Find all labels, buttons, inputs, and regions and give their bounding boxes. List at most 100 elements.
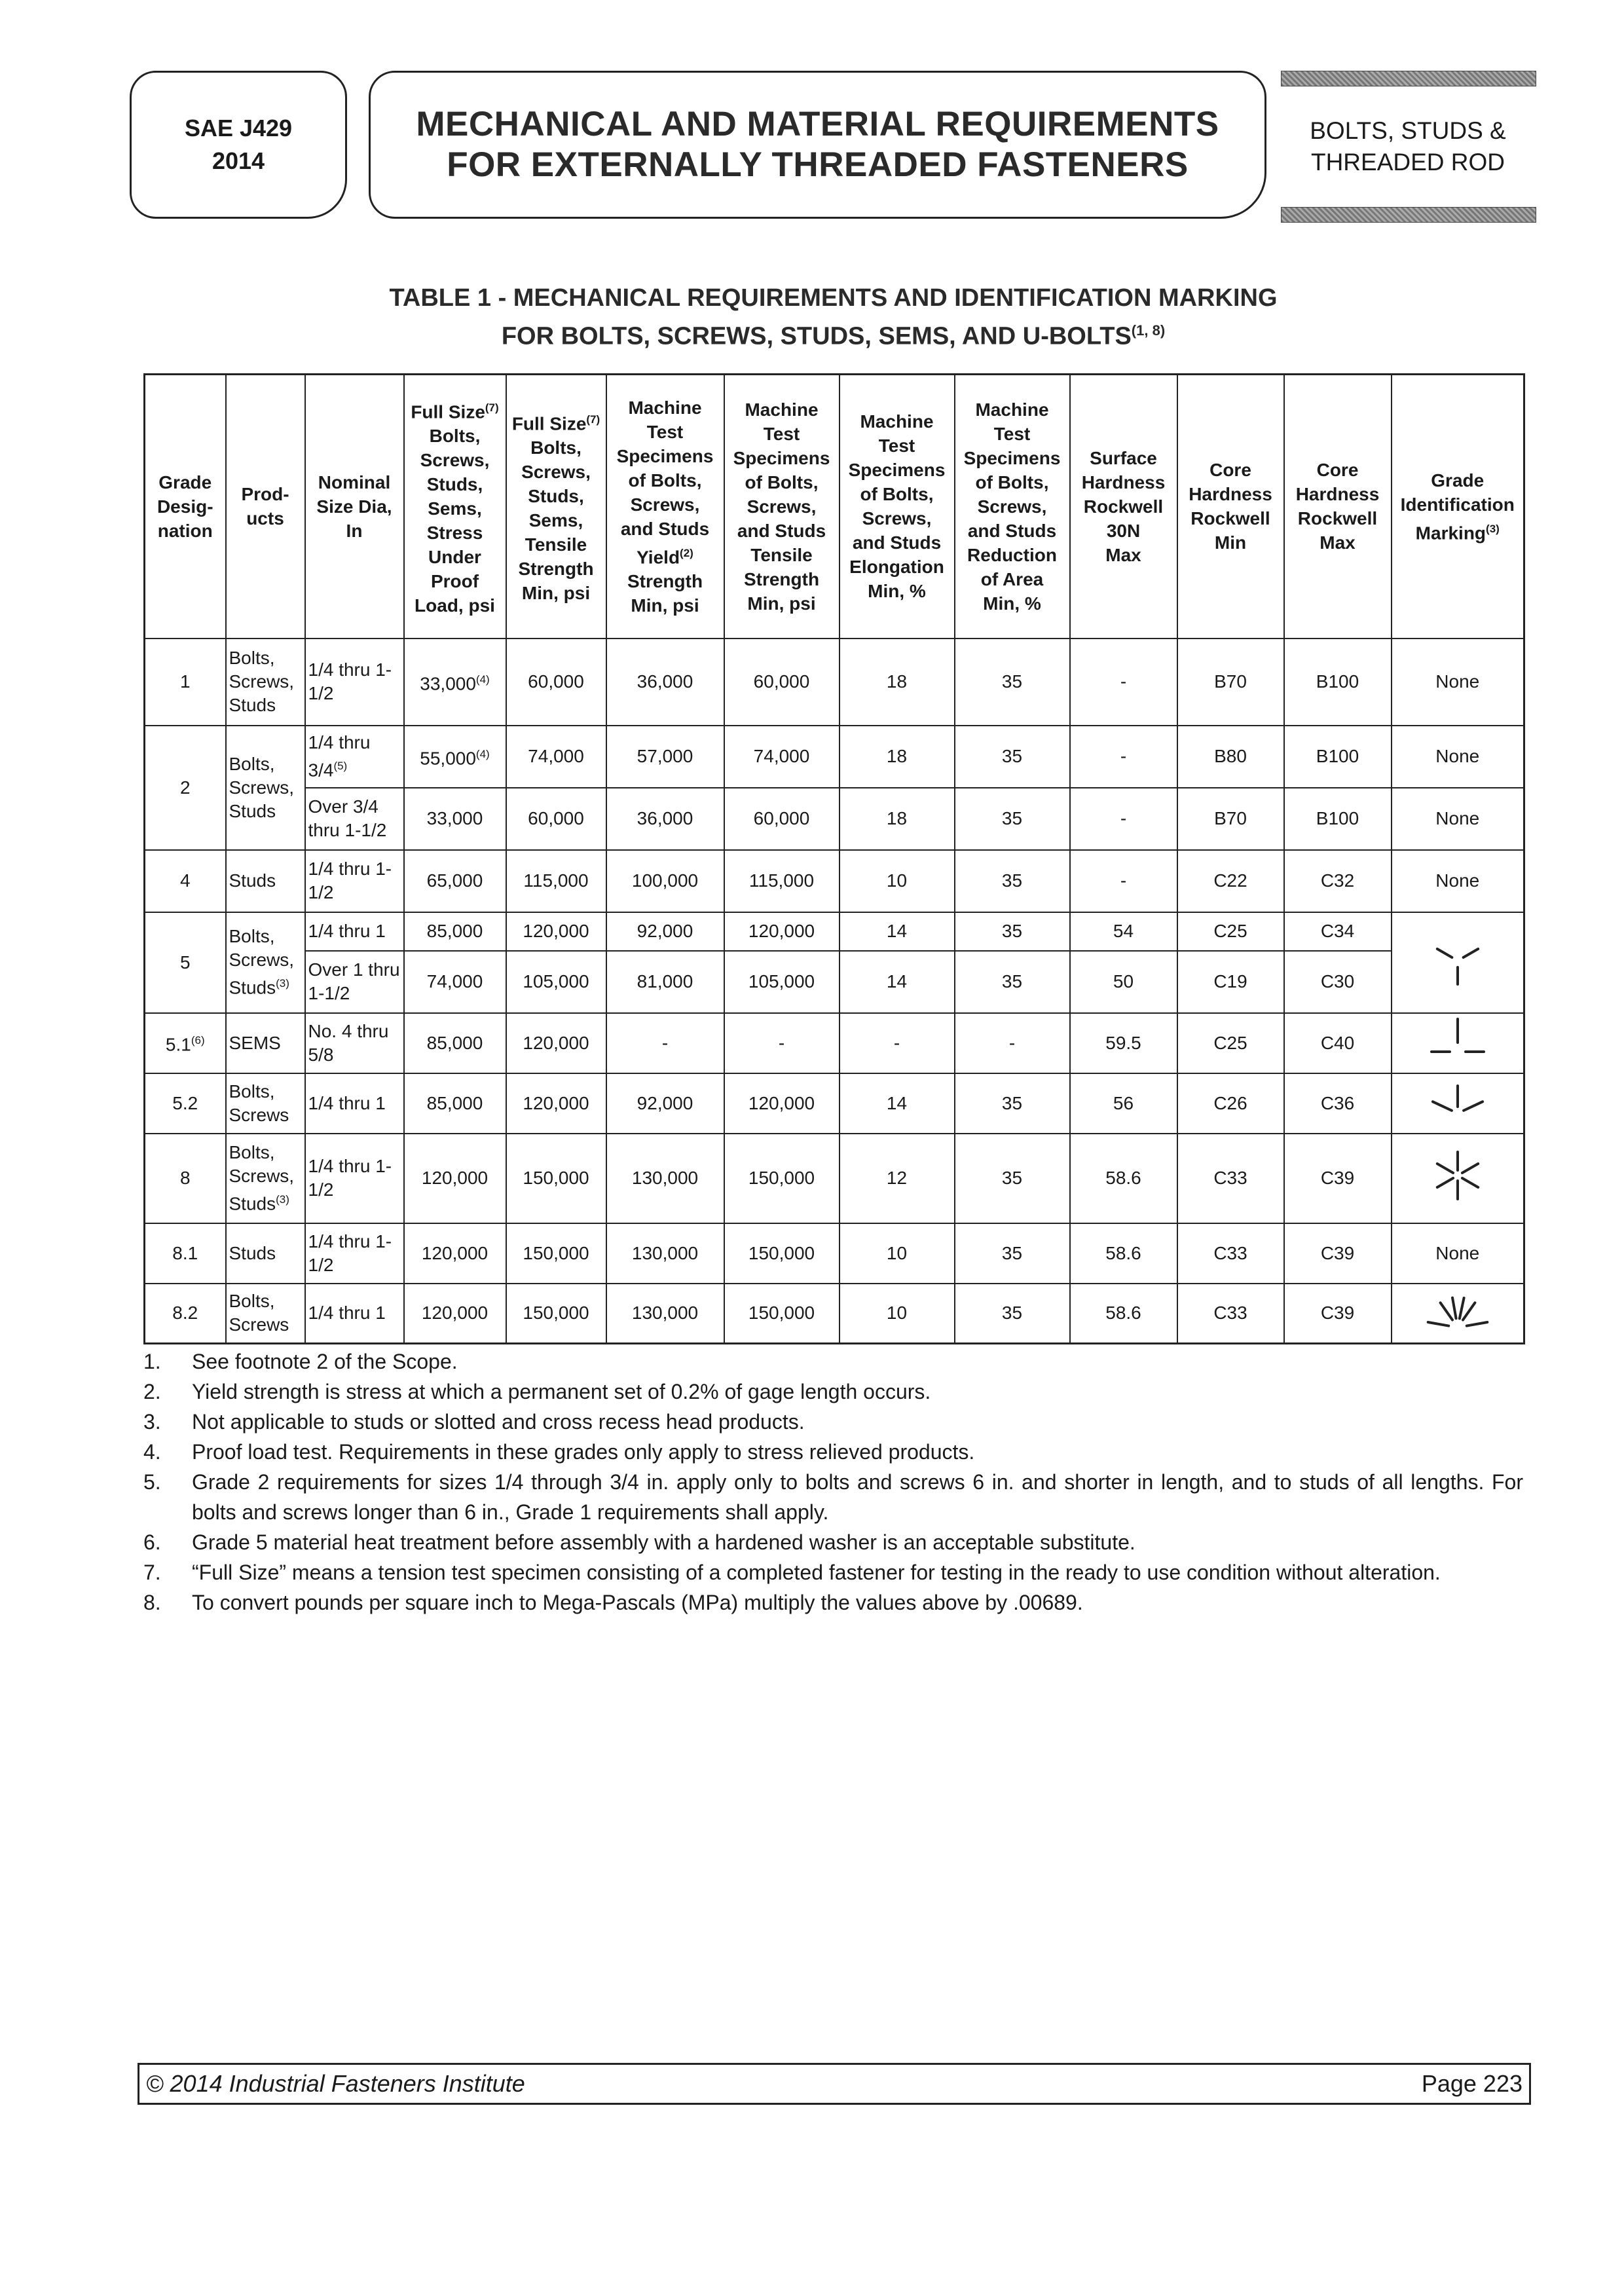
footnote-text: To convert pounds per square inch to Meg… [192, 1591, 1083, 1614]
table-cell: 60,000 [505, 637, 607, 726]
table-cell: B100 [1283, 724, 1392, 788]
cell-text: Bolts, Screws, Studs [229, 648, 295, 715]
header-cell: Machine Test Specimens of Bolts, Screws, and … [953, 373, 1071, 639]
cell-text: Max [1320, 532, 1356, 553]
cell-text: Test [763, 423, 800, 444]
table-cell: 35 [953, 849, 1071, 913]
marking-cell [1390, 1282, 1525, 1344]
table-cell: C40 [1283, 1012, 1392, 1074]
table-cell: 120,000 [723, 911, 840, 952]
table-cell: - [1069, 787, 1178, 851]
table-cell: 105,000 [723, 950, 840, 1014]
superscript: (3) [276, 1193, 289, 1206]
cell-text: C36 [1320, 1092, 1355, 1113]
header-cell: Grade Identification Marking(3) [1390, 373, 1525, 639]
table-cell: 85,000 [403, 911, 507, 952]
cell-text: Test [878, 435, 915, 456]
header-line: Min, psi [610, 593, 721, 618]
section-line: BOLTS, STUDS & [1310, 117, 1506, 144]
header-cell: Surface Hardness Rockwell 30N Max [1069, 373, 1178, 639]
table-cell: 120,000 [723, 1072, 840, 1134]
cell-text: of Area [980, 568, 1044, 589]
table-cell: Bolts, Screws [225, 1282, 306, 1344]
header-line: Full Size(7) [407, 396, 503, 424]
footnote-text: See footnote 2 of the Scope. [192, 1350, 458, 1373]
table-cell: 8.2 [143, 1282, 227, 1344]
header-cell: Machine Test Specimens of Bolts, Screws, and … [605, 373, 725, 639]
table-cell: 150,000 [723, 1132, 840, 1224]
cell-text: 56 [1113, 1092, 1134, 1113]
header-line: Bolts, [509, 435, 603, 460]
cell-text: 4 [179, 870, 191, 891]
header-cell: Machine Test Specimens of Bolts, Screws, and … [838, 373, 955, 639]
table-cell: None [1390, 637, 1525, 726]
cell-text: 1/4 thru 3/4 [308, 731, 371, 781]
header-line: Test [843, 434, 951, 458]
table-cell: B100 [1283, 637, 1392, 726]
cell-text: 105,000 [748, 971, 815, 991]
header-line: Rockwell [1181, 506, 1281, 530]
cell-text: C19 [1213, 971, 1247, 991]
header-line: Max [1073, 543, 1174, 567]
marking-stroke [1435, 948, 1454, 959]
header-line: nation [148, 519, 223, 543]
header-line: Stress [407, 521, 503, 545]
header-line: Strength [509, 557, 603, 581]
cell-text: B100 [1316, 671, 1359, 692]
header-line: Yield(2) [610, 541, 721, 569]
header-line: Full Size(7) [509, 407, 603, 435]
marking-stroke [1450, 1296, 1458, 1320]
cell-text: 150,000 [748, 1168, 815, 1188]
header-line: Machine [843, 409, 951, 434]
code-line: 2014 [212, 147, 265, 174]
cell-text: 8 [179, 1168, 191, 1188]
header-line: and Studs [843, 530, 951, 555]
table-row: 2 Bolts, Screws, Studs 1/4 thru 3/4(5) 55,0… [143, 724, 1525, 851]
header-line: Specimens [843, 458, 951, 482]
marking-cell [1390, 1012, 1525, 1074]
cell-text: Grade [1431, 470, 1485, 491]
table-cell: - [723, 1012, 840, 1074]
cell-text: 18 [886, 808, 908, 828]
cell-text: Bolts, Screws, Studs [229, 753, 295, 821]
cell-text: Test [993, 423, 1031, 444]
header-line: and Studs [728, 519, 836, 543]
cell-text: and Studs [967, 520, 1057, 541]
cell-text: 59.5 [1105, 1032, 1141, 1053]
cell-text: and Studs [852, 532, 942, 553]
cell-text: 60,000 [528, 808, 584, 828]
cell-text: 120,000 [748, 1092, 815, 1113]
marking-icon [1426, 1296, 1489, 1327]
cell-text: 85,000 [426, 1092, 483, 1113]
table-cell: - [953, 1012, 1071, 1074]
cell-text: B100 [1316, 808, 1359, 828]
table-cell: 85,000 [403, 1012, 507, 1074]
header-line: Grade [148, 470, 223, 494]
cell-text: - [661, 1032, 669, 1053]
header-line: Nominal [308, 470, 401, 494]
gray-bar [1281, 71, 1536, 86]
cell-text: 35 [1001, 870, 1023, 891]
cell-text: Full Size [511, 413, 587, 434]
table-cell: 10 [838, 1282, 955, 1344]
footnote-text: Grade 5 material heat treatment before a… [192, 1530, 1135, 1554]
footnote-text: Yield strength is stress at which a perm… [192, 1380, 931, 1403]
header-line: 30N [1073, 519, 1174, 543]
marking-icon [1435, 948, 1479, 986]
footnote-text: Proof load test. Requirements in these g… [192, 1440, 975, 1464]
table-cell: Studs [225, 849, 306, 913]
header-line: Size Dia, [308, 494, 401, 519]
table-row: Over 3/4 thru 1-1/2 33,000 60,000 36,000 60,… [145, 787, 1525, 851]
table-cell: B70 [1176, 637, 1285, 726]
table-cell: Bolts, Screws, Studs(3) [225, 911, 306, 1014]
cell-text: Sems, [528, 510, 583, 531]
cell-text: Yield [637, 546, 680, 567]
cell-text: - [1120, 746, 1127, 766]
cell-text: 14 [886, 921, 908, 941]
table-cell: 12 [838, 1132, 955, 1224]
table-cell: 1/4 thru 1 [304, 911, 405, 952]
cell-text: 1/4 thru 1-1/2 [308, 659, 392, 703]
table-cell: 33,000 [403, 787, 507, 851]
cell-text: Hardness [1081, 472, 1166, 492]
superscript: (3) [1486, 522, 1500, 535]
